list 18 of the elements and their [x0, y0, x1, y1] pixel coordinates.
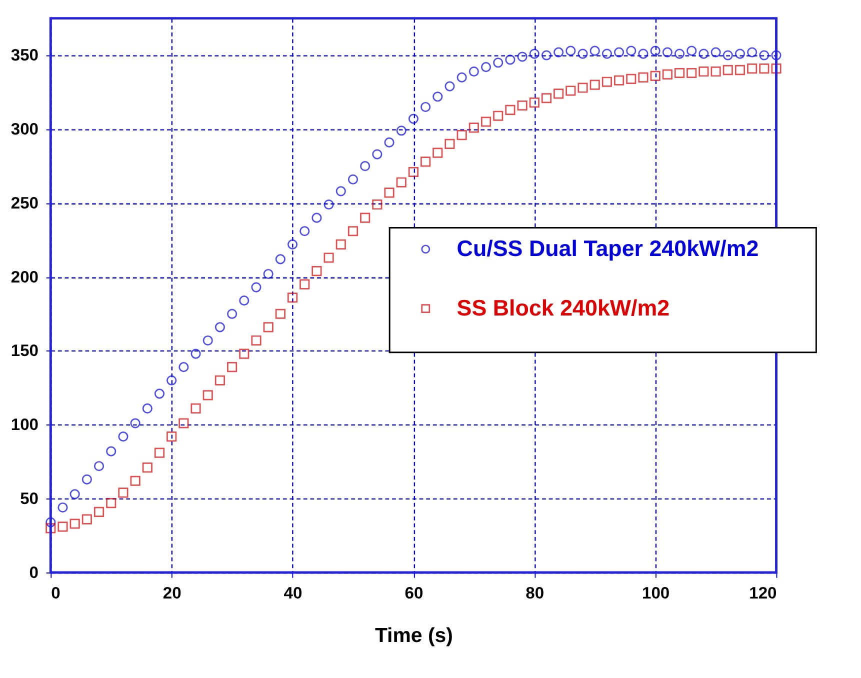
x-tick-label: 60 — [404, 583, 424, 602]
x-axis-title: Time (s) — [374, 624, 453, 648]
y-tick-label: 300 — [10, 120, 38, 139]
x-tick-label: 40 — [284, 583, 302, 602]
x-tick-label: 120 — [749, 583, 777, 602]
x-tick-label: 0 — [51, 583, 60, 602]
y-tick-label: 350 — [10, 46, 38, 65]
legend-label: SS Block 240kW/m2 — [456, 295, 670, 320]
y-tick-label: 200 — [10, 267, 38, 286]
y-tick-label: 100 — [10, 415, 38, 434]
x-tick-label: 80 — [526, 583, 544, 602]
y-tick-label: 250 — [10, 193, 38, 212]
legend-label: Cu/SS Dual Taper 240kW/m2 — [456, 236, 759, 261]
x-tick-label: 100 — [642, 583, 670, 602]
y-tick-label: 50 — [20, 488, 38, 508]
y-tick-label: 150 — [10, 341, 38, 360]
y-tick-label: 0 — [29, 562, 38, 582]
x-tick-label: 20 — [162, 583, 182, 602]
